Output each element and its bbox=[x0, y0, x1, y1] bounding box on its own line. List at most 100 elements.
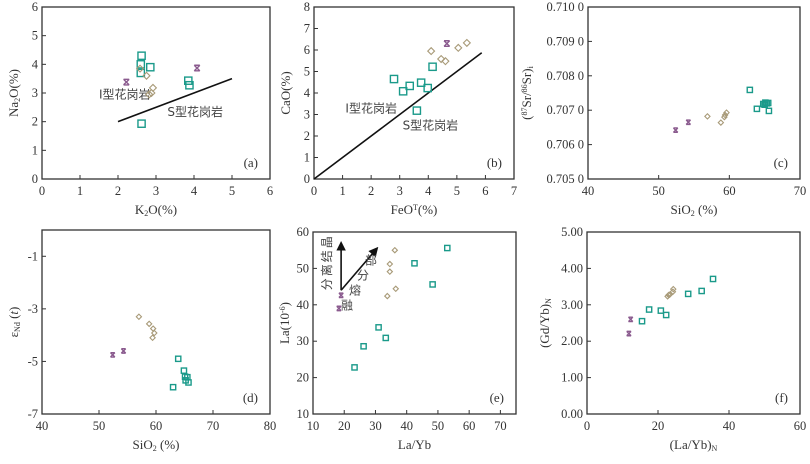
data-point-square bbox=[180, 367, 188, 374]
x-tick-label: 70 bbox=[207, 419, 220, 433]
data-point-square bbox=[746, 86, 754, 94]
y-tick-label: 0.708 0 bbox=[547, 69, 585, 83]
y-tick-label: 1 bbox=[32, 143, 38, 157]
data-point-square bbox=[183, 76, 193, 85]
data-point-diamond bbox=[462, 38, 472, 48]
data-point-diamond bbox=[383, 292, 391, 300]
data-point-diamond bbox=[426, 46, 436, 56]
data-point-diamond bbox=[717, 119, 725, 126]
arrow-label-char: 离 bbox=[319, 264, 334, 276]
data-point-x bbox=[626, 330, 632, 337]
x-tick-label: 70 bbox=[794, 184, 807, 198]
arrow-label-char: 晶 bbox=[320, 236, 334, 248]
data-point-square bbox=[662, 311, 670, 319]
data-point-square bbox=[137, 51, 146, 61]
x-axis-label: (La/Yb)N bbox=[670, 437, 718, 453]
x-tick-label: 40 bbox=[582, 184, 595, 198]
partial-melting-arrow bbox=[340, 246, 379, 291]
panel-label: (c) bbox=[774, 155, 788, 170]
x-axis-label: K2O(%) bbox=[135, 202, 177, 218]
x-tick-label: 0 bbox=[39, 184, 45, 198]
y-tick-label: 2 bbox=[32, 115, 38, 129]
y-tick-label: 6 bbox=[32, 0, 38, 14]
data-point-square bbox=[698, 287, 705, 295]
x-tick-label: 4 bbox=[191, 184, 198, 198]
y-tick-label: -3 bbox=[28, 302, 38, 316]
y-tick-label: 5 bbox=[304, 65, 310, 79]
plot-frame bbox=[41, 229, 271, 415]
data-point-x bbox=[443, 40, 451, 48]
data-point-square bbox=[764, 99, 772, 107]
data-point-square bbox=[185, 80, 194, 90]
x-tick-label: 70 bbox=[494, 419, 507, 433]
y-axis-label: (87Sr/86Sr)i bbox=[519, 65, 535, 119]
data-point-diamond bbox=[392, 285, 400, 293]
data-point-x bbox=[672, 127, 679, 134]
data-point-square bbox=[684, 290, 692, 298]
x-tick-label: 1 bbox=[339, 184, 345, 198]
x-tick-label: 20 bbox=[652, 419, 665, 433]
y-tick-label: 5.00 bbox=[561, 225, 583, 239]
field-annotation: S型花岗岩 bbox=[403, 118, 459, 133]
y-tick-label: 0.709 0 bbox=[547, 34, 585, 48]
panel-label: (a) bbox=[244, 155, 258, 170]
y-tick-label: 0.706 0 bbox=[547, 138, 585, 152]
data-point-square bbox=[136, 60, 146, 69]
data-point-square bbox=[375, 324, 382, 331]
panel-label: (b) bbox=[487, 155, 502, 170]
x-tick-label: 40 bbox=[400, 419, 413, 433]
data-point-square bbox=[429, 281, 436, 288]
y-axis-label: (Gd/Yb)N bbox=[537, 298, 553, 348]
arrow-label-char: 分 bbox=[320, 278, 334, 290]
field-annotation: I型花岗岩 bbox=[345, 100, 397, 115]
y-tick-label: 6 bbox=[304, 43, 310, 57]
arrow-label-char: 熔 bbox=[349, 282, 361, 297]
data-point-diamond bbox=[704, 113, 711, 120]
data-point-diamond bbox=[386, 260, 394, 268]
x-tick-label: 0 bbox=[311, 184, 317, 198]
data-point-square bbox=[360, 342, 367, 350]
data-point-square bbox=[405, 81, 415, 91]
x-axis-label: SiO2 (%) bbox=[671, 202, 718, 218]
y-tick-label: 30 bbox=[297, 334, 310, 348]
data-point-square bbox=[145, 62, 155, 72]
y-tick-label: 0.707 0 bbox=[547, 103, 585, 117]
y-tick-label: 10 bbox=[297, 407, 310, 421]
arrow-label-char: 部 bbox=[365, 252, 377, 267]
plot-frame bbox=[587, 6, 801, 180]
data-point-square bbox=[351, 364, 358, 371]
plot-frame bbox=[586, 231, 801, 415]
panel-a: 0 1 2 3 4 5 6 0 1 2 3 4 5 6 K2O(%) Na2O(%) (a) I型花岗岩 S型花岗岩 bbox=[6, 0, 273, 218]
data-point-square bbox=[382, 334, 390, 342]
y-tick-label: 0.00 bbox=[561, 407, 583, 421]
y-tick-label: 0.710 0 bbox=[547, 0, 585, 14]
x-tick-label: 5 bbox=[229, 184, 235, 198]
data-point-square bbox=[443, 244, 451, 252]
x-tick-label: 20 bbox=[338, 419, 351, 433]
y-tick-label: 0 bbox=[304, 172, 310, 186]
data-point-x bbox=[685, 119, 692, 126]
data-point-square bbox=[136, 68, 146, 78]
data-point-x bbox=[336, 305, 342, 312]
data-point-diamond bbox=[441, 57, 450, 66]
panel-label: (d) bbox=[243, 390, 258, 405]
data-point-diamond bbox=[391, 246, 399, 254]
y-axis-label: Na2O(%) bbox=[6, 69, 22, 117]
data-point-diamond bbox=[145, 320, 153, 328]
data-point-square bbox=[657, 307, 665, 314]
y-tick-label: 4 bbox=[32, 57, 39, 71]
panel-label: (f) bbox=[775, 390, 788, 405]
x-tick-label: 50 bbox=[432, 419, 445, 433]
y-tick-label: 1 bbox=[304, 151, 310, 165]
data-point-diamond bbox=[666, 291, 674, 298]
y-tick-label: 3 bbox=[32, 86, 38, 100]
x-tick-label: 7 bbox=[511, 184, 517, 198]
data-point-x bbox=[338, 292, 344, 299]
data-point-square bbox=[645, 306, 653, 313]
arrow-label-char: 结 bbox=[320, 250, 334, 262]
plot-frame bbox=[313, 6, 515, 180]
x-tick-label: 3 bbox=[153, 184, 159, 198]
data-point-diamond bbox=[142, 71, 151, 80]
field-annotation: I型花岗岩 bbox=[99, 87, 151, 102]
y-tick-label: 2.00 bbox=[561, 334, 583, 348]
